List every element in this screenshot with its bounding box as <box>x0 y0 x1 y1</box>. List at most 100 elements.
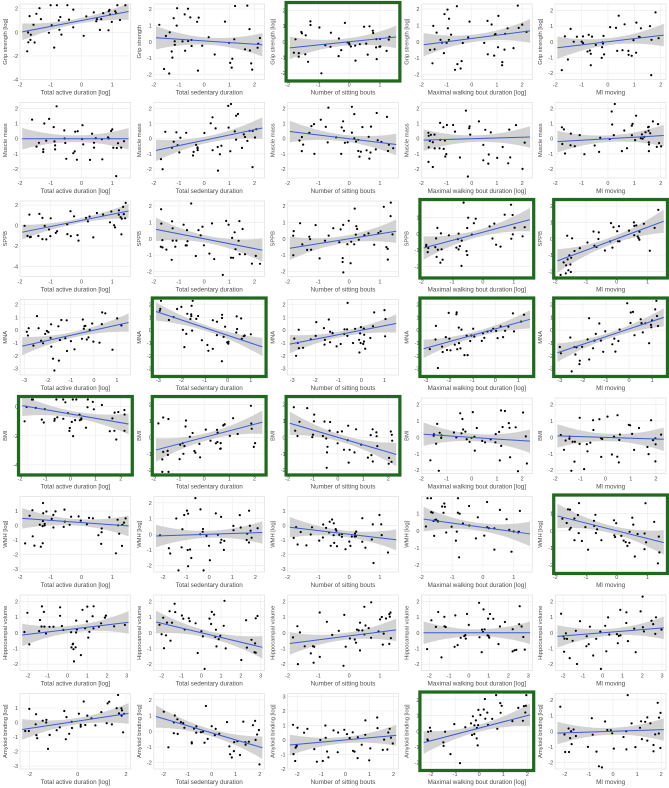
data-point <box>254 617 257 620</box>
data-point <box>27 41 30 44</box>
regression-line <box>423 714 531 744</box>
x-tick-label: -1 <box>185 772 190 778</box>
data-point <box>633 448 636 451</box>
x-tick-label: -2 <box>18 280 23 286</box>
data-point <box>568 508 572 511</box>
data-point <box>342 223 345 226</box>
x-tick-label: -1 <box>184 575 189 581</box>
data-point <box>386 258 389 261</box>
data-point <box>471 715 474 718</box>
data-point <box>633 334 636 337</box>
data-point <box>77 515 80 518</box>
data-point <box>636 532 639 536</box>
data-point <box>41 719 44 722</box>
y-tick-label: 0 <box>283 631 286 637</box>
data-point <box>116 4 119 7</box>
plot-area <box>421 299 533 376</box>
y-tick-label: 0 <box>149 631 152 637</box>
data-point <box>369 125 373 128</box>
data-point <box>296 625 299 628</box>
data-point <box>482 608 485 611</box>
data-point <box>346 334 349 337</box>
y-tick-label: 1 <box>416 615 419 621</box>
data-point <box>522 705 526 708</box>
data-point <box>498 508 501 511</box>
x-tick-label: -1 <box>177 181 182 187</box>
data-point <box>594 513 597 516</box>
data-point <box>443 13 446 16</box>
data-point <box>466 354 469 357</box>
data-point <box>525 694 528 697</box>
data-point <box>110 129 113 133</box>
y-axis-title: MNA <box>538 331 544 344</box>
data-point <box>309 20 312 23</box>
data-point <box>431 62 434 65</box>
data-point <box>427 246 430 250</box>
x-axis-title: Total active duration [log] <box>41 582 111 589</box>
data-point <box>604 330 607 333</box>
data-point <box>376 727 379 730</box>
y-axis-title: SPPB <box>538 231 544 247</box>
data-point <box>176 7 179 10</box>
regression-line <box>22 517 129 527</box>
data-point <box>23 420 26 423</box>
data-point <box>524 711 527 714</box>
data-point <box>171 239 174 242</box>
y-tick-label: 2 <box>283 709 286 715</box>
data-point <box>618 240 621 243</box>
data-point <box>162 416 165 419</box>
data-point <box>468 440 471 443</box>
data-point <box>630 54 633 57</box>
data-point <box>350 131 353 134</box>
regression-line <box>423 219 531 249</box>
y-tick-label: -1 <box>147 253 152 259</box>
x-tick-label: 0 <box>481 280 484 286</box>
data-point <box>357 629 360 632</box>
data-point <box>207 36 210 39</box>
data-point <box>302 346 305 349</box>
data-point <box>465 438 468 441</box>
x-tick-label: -1 <box>578 477 583 483</box>
data-point <box>240 658 243 662</box>
data-point <box>40 339 43 342</box>
data-point <box>254 642 257 645</box>
data-point <box>389 215 392 218</box>
data-point <box>627 423 630 426</box>
data-point <box>568 437 571 440</box>
data-point <box>578 363 581 366</box>
x-axis-title: Number of sitting bouts <box>311 188 376 195</box>
data-point <box>117 712 121 715</box>
data-point <box>592 519 596 522</box>
x-tick-label: 0 <box>360 378 363 384</box>
data-point <box>49 235 52 238</box>
data-point <box>28 643 31 646</box>
data-point <box>35 315 39 318</box>
data-point <box>122 213 125 216</box>
data-point <box>232 256 235 259</box>
data-point <box>62 417 65 420</box>
data-point <box>609 729 612 732</box>
data-point <box>582 42 585 45</box>
data-point <box>583 153 586 156</box>
data-point <box>659 746 662 750</box>
y-axis-title: Amyloid binding [log] <box>137 704 143 758</box>
data-point <box>161 246 164 249</box>
data-point <box>462 428 465 431</box>
data-point <box>435 255 438 258</box>
y-axis-title: WMH [log] <box>3 520 9 547</box>
x-tick-label: 0 <box>203 83 206 89</box>
data-point <box>460 264 463 267</box>
data-point <box>496 727 499 730</box>
data-point <box>600 539 603 542</box>
x-axis-title: Number of sitting bouts <box>311 582 376 589</box>
data-point <box>584 526 587 529</box>
data-point <box>40 418 43 421</box>
data-point <box>196 149 199 152</box>
x-axis-title: MI moving <box>596 681 626 688</box>
data-point <box>639 610 642 613</box>
data-point <box>391 439 394 442</box>
data-point <box>648 25 652 28</box>
y-tick-label: -1 <box>548 546 553 552</box>
